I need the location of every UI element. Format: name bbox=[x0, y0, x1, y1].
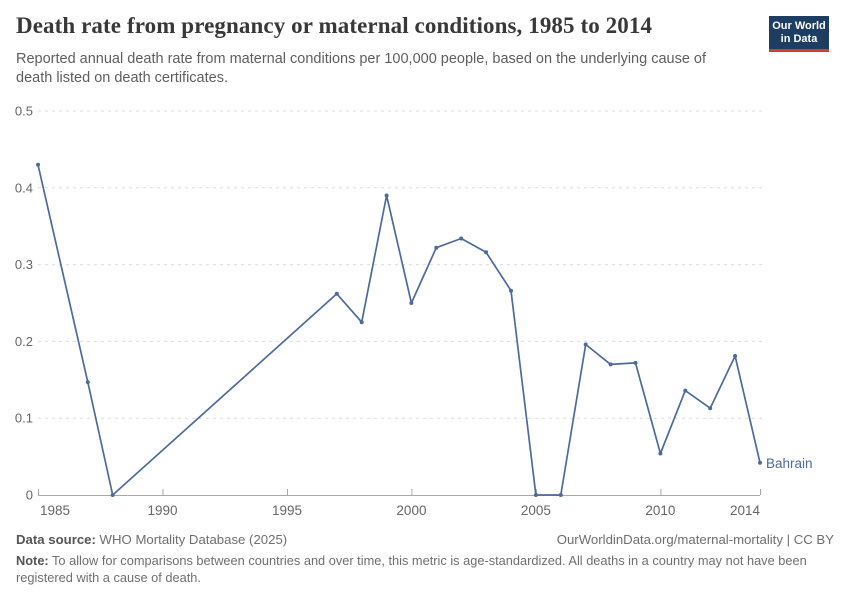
series-label-bahrain[interactable]: Bahrain bbox=[766, 456, 813, 471]
data-point-marker[interactable] bbox=[110, 493, 115, 497]
x-tick-label: 1990 bbox=[147, 503, 177, 518]
y-tick-label: 0.3 bbox=[15, 257, 33, 272]
data-point-marker[interactable] bbox=[36, 162, 40, 167]
data-source-text: WHO Mortality Database (2025) bbox=[95, 532, 288, 547]
x-tick-label: 2005 bbox=[521, 503, 551, 518]
logo-line-1: Our World bbox=[772, 20, 826, 32]
data-point-marker[interactable] bbox=[733, 354, 738, 358]
data-point-marker[interactable] bbox=[658, 451, 663, 456]
data-point-marker[interactable] bbox=[384, 193, 389, 198]
data-point-marker[interactable] bbox=[409, 301, 414, 305]
data-point-marker[interactable] bbox=[533, 493, 538, 497]
attribution: OurWorldinData.org/maternal-mortality | … bbox=[556, 532, 834, 547]
x-tick-label: 2014 bbox=[730, 503, 761, 518]
y-tick-label: 0.1 bbox=[15, 411, 33, 426]
y-tick-label: 0.5 bbox=[15, 104, 33, 119]
x-tick-label: 2000 bbox=[396, 503, 426, 518]
x-tick-label: 1995 bbox=[272, 503, 302, 518]
data-point-marker[interactable] bbox=[608, 362, 613, 367]
data-point-marker[interactable] bbox=[484, 250, 489, 255]
footnote-label: Note: bbox=[16, 553, 49, 569]
y-tick-label: 0 bbox=[26, 488, 33, 503]
footnote-text: To allow for comparisons between countri… bbox=[16, 553, 807, 585]
y-tick-label: 0.4 bbox=[15, 180, 33, 195]
data-source-label: Data source: bbox=[16, 532, 96, 547]
data-point-marker[interactable] bbox=[758, 460, 762, 465]
data-point-marker[interactable] bbox=[85, 380, 90, 385]
series-line-bahrain[interactable] bbox=[37, 163, 761, 496]
logo-line-2: in Data bbox=[780, 33, 818, 45]
chart-subtitle: Reported annual death rate from maternal… bbox=[16, 51, 707, 87]
chart-footer: Data source: WHO Mortality Database (202… bbox=[16, 531, 834, 586]
data-point-marker[interactable] bbox=[509, 288, 513, 293]
data-point-marker[interactable] bbox=[459, 236, 464, 241]
data-point-marker[interactable] bbox=[558, 493, 563, 497]
footnote: Note: To allow for comparisons between c… bbox=[16, 553, 822, 586]
data-source: Data source: WHO Mortality Database (202… bbox=[16, 531, 287, 548]
data-point-marker[interactable] bbox=[583, 342, 588, 347]
data-point-marker[interactable] bbox=[334, 291, 339, 296]
page-title: Death rate from pregnancy or maternal co… bbox=[16, 13, 653, 38]
data-point-marker[interactable] bbox=[683, 388, 688, 393]
data-point-marker[interactable] bbox=[359, 320, 364, 325]
data-point-marker[interactable] bbox=[434, 245, 439, 250]
data-point-marker[interactable] bbox=[708, 406, 713, 411]
data-point-marker[interactable] bbox=[633, 360, 638, 365]
y-tick-label: 0.2 bbox=[15, 334, 33, 349]
x-tick-label: 1985 bbox=[40, 503, 70, 518]
owid-logo[interactable]: Our World in Data bbox=[769, 16, 829, 52]
x-tick-label: 2010 bbox=[645, 503, 675, 518]
